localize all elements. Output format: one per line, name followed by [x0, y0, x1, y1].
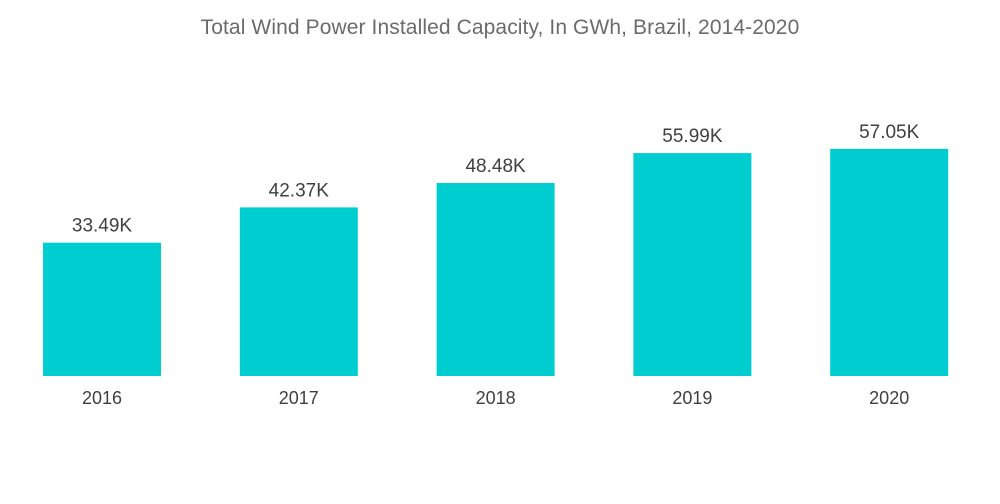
x-tick-label-2019: 2019 — [672, 388, 712, 408]
bar-2020 — [830, 148, 949, 376]
bar-2018 — [436, 183, 555, 376]
data-label-2017: 42.37K — [269, 180, 330, 201]
x-tick-label-2016: 2016 — [82, 388, 122, 408]
bar-2017 — [239, 207, 358, 376]
x-axis-ticks: 2016 2017 2018 2019 2020 — [82, 388, 909, 408]
x-tick-label-2018: 2018 — [476, 388, 516, 408]
chart-title: Total Wind Power Installed Capacity, In … — [200, 16, 800, 39]
data-labels-layer: 33.49K 42.37K 48.48K 55.99K 57.05K — [72, 122, 920, 237]
data-label-2016: 33.49K — [72, 216, 133, 237]
bars-layer — [43, 148, 949, 376]
data-label-2020: 57.05K — [859, 122, 920, 143]
data-label-2018: 48.48K — [465, 156, 526, 177]
x-tick-label-2017: 2017 — [279, 388, 319, 408]
data-label-2019: 55.99K — [662, 126, 723, 147]
x-tick-label-2020: 2020 — [869, 388, 909, 408]
bar-2016 — [43, 242, 161, 376]
bar-2019 — [633, 153, 752, 376]
